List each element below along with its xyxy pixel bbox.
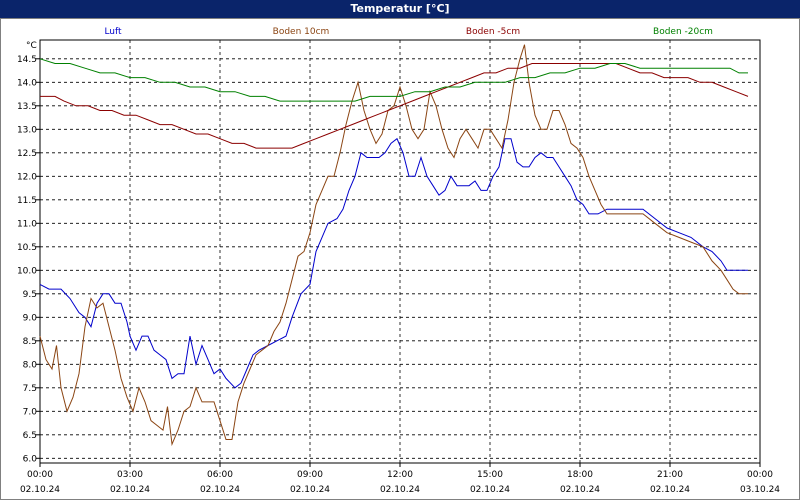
series-line-boden-5cm	[40, 63, 749, 149]
x-tick-date-label: 02.10.24	[290, 485, 330, 495]
x-tick-time-label: 12:00	[387, 470, 413, 480]
y-tick-label: 13.0	[17, 125, 37, 135]
y-tick-label: 13.5	[17, 102, 37, 112]
x-tick-time-label: 00:00	[747, 470, 773, 480]
series-line-boden-10cm	[39, 44, 748, 447]
y-tick-label: 9.0	[23, 313, 38, 323]
x-tick-date-label: 02.10.24	[110, 485, 150, 495]
x-tick-time-label: 03:00	[117, 470, 143, 480]
y-tick-label: 11.5	[17, 196, 37, 206]
legend-entry: Boden -20cm	[653, 27, 713, 37]
series-line-boden-20cm	[39, 58, 748, 102]
y-tick-label: 10.0	[17, 266, 37, 276]
x-tick-time-label: 21:00	[657, 470, 683, 480]
legend-entry: Luft	[104, 27, 122, 37]
y-tick-label: 6.0	[23, 454, 38, 464]
x-tick-date-label: 02.10.24	[20, 485, 60, 495]
y-tick-label: 12.5	[17, 149, 37, 159]
y-tick-label: 8.0	[23, 360, 38, 370]
x-tick-time-label: 15:00	[477, 470, 503, 480]
y-tick-label: 6.5	[23, 431, 37, 441]
y-tick-label: 7.0	[23, 407, 38, 417]
series-lines	[39, 44, 749, 447]
x-tick-time-label: 06:00	[207, 470, 233, 480]
x-tick-date-label: 02.10.24	[200, 485, 240, 495]
x-tick-date-label: 03.10.24	[740, 485, 780, 495]
y-axis-unit-label: °C	[26, 41, 37, 51]
title-bar: Temperatur [°C]	[0, 0, 800, 18]
x-axis: 00:00 02.10.24 03:00 02.10.24 06:00 02.10.24 0…	[20, 463, 780, 495]
y-tick-label: 8.5	[23, 337, 37, 347]
legend: Luft Boden 10cm Boden -5cm Boden -20cm	[104, 27, 713, 37]
y-tick-label: 14.0	[17, 78, 37, 88]
y-tick-label: 10.5	[17, 243, 37, 253]
x-tick-date-label: 02.10.24	[470, 485, 510, 495]
y-tick-label: 11.0	[17, 219, 37, 229]
y-tick-label: 14.5	[17, 55, 37, 65]
y-tick-label: 9.5	[23, 290, 37, 300]
y-tick-label: 12.0	[17, 172, 37, 182]
x-tick-time-label: 09:00	[297, 470, 323, 480]
chart-title: Temperatur [°C]	[350, 2, 450, 15]
x-tick-date-label: 02.10.24	[560, 485, 600, 495]
x-tick-date-label: 02.10.24	[380, 485, 420, 495]
y-tick-label: 7.5	[23, 384, 37, 394]
legend-entry: Boden 10cm	[273, 27, 330, 37]
x-tick-date-label: 02.10.24	[650, 485, 690, 495]
y-axis: 6.0 6.5 7.0 7.5 8.0 8.5 9.0 9.5 10.0 10.5 11.0 11.5…	[17, 55, 40, 464]
series-line-luft	[39, 137, 748, 389]
x-tick-time-label: 18:00	[567, 470, 593, 480]
x-tick-time-label: 00:00	[27, 470, 53, 480]
legend-entry: Boden -5cm	[466, 27, 520, 37]
